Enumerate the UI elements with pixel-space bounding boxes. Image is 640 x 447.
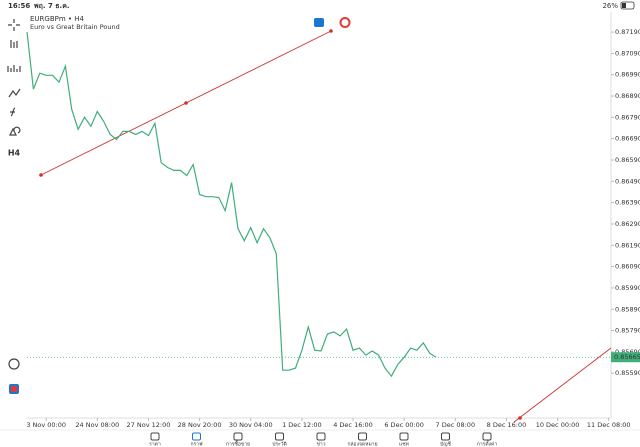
crosshair-tool[interactable]: [8, 19, 20, 31]
nav-icon[interactable]: [358, 432, 367, 441]
nav-icon[interactable]: [233, 432, 243, 441]
symbol-description: Euro vs Great Britain Pound: [30, 23, 120, 31]
battery-icon: [620, 1, 635, 10]
one-click-trading[interactable]: [8, 358, 20, 370]
battery-level: [622, 3, 626, 8]
nav-label[interactable]: แชท: [399, 442, 409, 447]
trend-anchor[interactable]: [329, 29, 333, 33]
nav-label[interactable]: บัญชี: [440, 441, 451, 447]
nav-icon[interactable]: [482, 432, 492, 441]
y-tick-label: 0.85690: [615, 348, 640, 356]
trend-anchor[interactable]: [39, 173, 43, 177]
nav-icon[interactable]: [399, 432, 409, 441]
x-tick-label: 30 Nov 04:00: [229, 421, 273, 429]
y-tick-label: 0.86790: [615, 113, 640, 121]
x-tick-label: 10 Dec 00:00: [536, 421, 580, 429]
y-tick-label: 0.85790: [615, 327, 640, 335]
x-tick-label: 24 Nov 08:00: [75, 421, 119, 429]
nav-label[interactable]: การซื้อขาย: [226, 439, 250, 447]
y-tick-label: 0.86290: [615, 220, 640, 228]
nav-label[interactable]: ราคา: [149, 442, 161, 447]
x-tick-label: 11 Dec 08:00: [587, 421, 631, 429]
trend-anchor[interactable]: [184, 101, 188, 105]
y-tick-label: 0.86190: [615, 241, 640, 249]
status-time: 16:56: [8, 2, 30, 10]
objects-tool[interactable]: [8, 88, 21, 98]
x-tick-label: 27 Nov 12:00: [127, 421, 171, 429]
nav-icon[interactable]: [192, 432, 201, 441]
nav-icon[interactable]: [316, 432, 326, 441]
nav-label[interactable]: ประวัติ: [272, 441, 287, 447]
nav-icon[interactable]: [275, 432, 284, 441]
symbol-label[interactable]: EURGBPm • H4: [30, 15, 85, 23]
y-tick-label: 0.86690: [615, 135, 640, 143]
y-tick-label: 0.87090: [615, 49, 640, 57]
x-tick-label: 7 Dec 08:00: [436, 421, 476, 429]
sell-button[interactable]: [314, 18, 324, 27]
y-tick-label: 0.86090: [615, 263, 640, 271]
status-date: พฤ. 7 ธ.ค.: [34, 2, 70, 10]
current-price-box: [611, 352, 640, 363]
y-tick-label: 0.86590: [615, 156, 640, 164]
y-tick-label: 0.85890: [615, 305, 640, 313]
y-tick-label: 0.85590: [615, 369, 640, 377]
chart-type-tool[interactable]: [10, 40, 18, 48]
trade-button-inner: [11, 386, 17, 392]
x-tick-label: 6 Dec 00:00: [384, 421, 424, 429]
current-price-label: 0.85665: [614, 353, 640, 361]
function-tool[interactable]: [10, 107, 16, 117]
status-battery: 26%: [602, 2, 618, 10]
toolbar: [7, 19, 21, 370]
x-tick-label: 1 Dec 12:00: [282, 421, 322, 429]
x-tick-label: 28 Nov 20:00: [178, 421, 222, 429]
trend-anchor[interactable]: [518, 416, 522, 420]
timeframe-button[interactable]: H4: [8, 149, 21, 158]
x-tick-label: 3 Nov 00:00: [26, 421, 66, 429]
y-tick-label: 0.87190: [615, 28, 640, 36]
buy-button[interactable]: [339, 17, 351, 28]
nav-icon[interactable]: [441, 432, 450, 441]
nav-label[interactable]: กราฟ: [190, 442, 203, 447]
x-tick-label: 4 Dec 16:00: [333, 421, 373, 429]
price-line: [26, 32, 437, 378]
y-tick-label: 0.86990: [615, 71, 640, 79]
y-tick-label: 0.86390: [615, 199, 640, 207]
nav-label[interactable]: กล่องจดหมาย: [347, 442, 377, 447]
shapes-tool[interactable]: [9, 126, 21, 136]
nav-icon[interactable]: [150, 432, 160, 441]
y-tick-label: 0.86490: [615, 177, 640, 185]
nav-label[interactable]: ข่าว: [316, 442, 325, 447]
indicator-tool[interactable]: [7, 65, 21, 72]
y-tick-label: 0.85990: [615, 284, 640, 292]
nav-label[interactable]: การตั้งค่า: [477, 439, 498, 447]
trend-line[interactable]: [513, 347, 612, 423]
x-tick-label: 8 Dec 16:00: [487, 421, 527, 429]
y-tick-label: 0.86890: [615, 92, 640, 100]
